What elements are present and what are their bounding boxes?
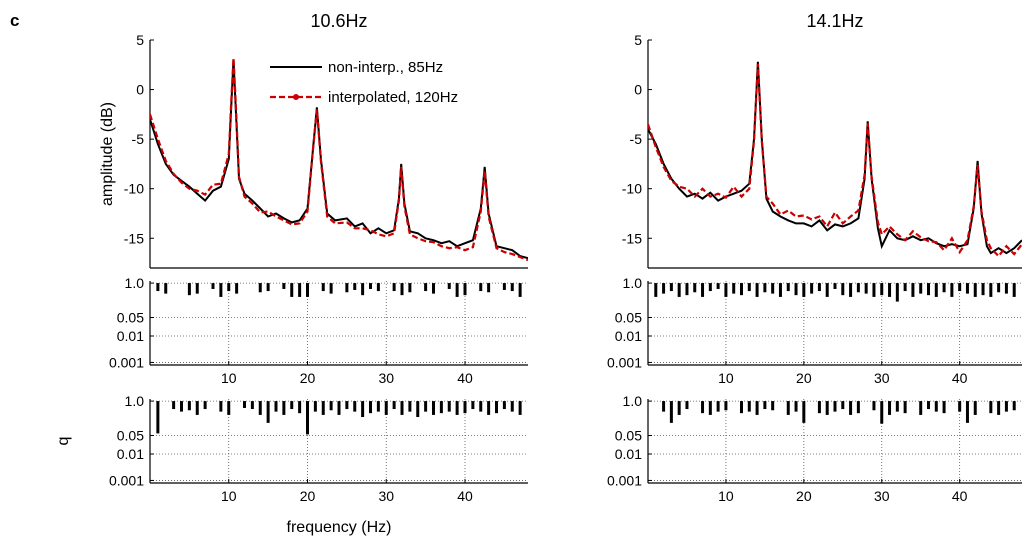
subplot-1: 5 0 -5 -10 -15 10.6Hz amplitude (dB) non-interp… <box>99 11 528 269</box>
y-tick-label: 0.05 <box>117 428 144 444</box>
y-tick-label: 1.0 <box>623 393 643 409</box>
y-tick-label: 1.0 <box>125 393 145 409</box>
x-tick-label: 40 <box>457 488 473 504</box>
y-tick-label: 0.05 <box>615 428 642 444</box>
x-tick-label: 30 <box>874 488 890 504</box>
y-axis-label: q <box>55 437 72 446</box>
x-tick-label: 20 <box>796 370 812 386</box>
y-tick-label: 0.01 <box>615 446 642 462</box>
chart-title: 10.6Hz <box>310 11 367 31</box>
y-tick-label: 0.01 <box>117 328 144 344</box>
x-tick-label: 40 <box>952 488 968 504</box>
y-tick-label: 0.001 <box>607 354 642 370</box>
x-tick-label: 10 <box>221 370 237 386</box>
y-tick-label: 0 <box>634 82 642 98</box>
y-tick-label: -10 <box>622 181 642 197</box>
y-tick-label: 0.05 <box>615 310 642 326</box>
legend-marker-interpolated <box>293 94 299 100</box>
x-tick-label: 30 <box>874 370 890 386</box>
x-tick-label: 40 <box>952 370 968 386</box>
y-tick-label: 0 <box>136 82 144 98</box>
subplot-2: 5 0 -5 -10 -15 14.1Hz <box>622 11 1022 269</box>
y-tick-label: -15 <box>124 230 144 246</box>
y-tick-label: 5 <box>136 32 144 48</box>
legend-label-interpolated: interpolated, 120Hz <box>328 89 458 106</box>
x-tick-label: 10 <box>718 370 734 386</box>
x-tick-label: 40 <box>457 370 473 386</box>
subplot-6: 1.0 0.05 0.01 0.001 10 20 30 40 <box>607 393 1022 504</box>
subplot-5: 1.0 0.05 0.01 0.001 10 20 30 40 q frequency (Hz) <box>55 393 528 536</box>
x-tick-label: 20 <box>300 488 316 504</box>
y-tick-label: 0.01 <box>615 328 642 344</box>
x-tick-label: 10 <box>221 488 237 504</box>
y-tick-label: 0.001 <box>109 354 144 370</box>
y-tick-label: 1.0 <box>125 275 145 291</box>
x-tick-label: 20 <box>300 370 316 386</box>
chart-root: 5 0 -5 -10 -15 10.6Hz amplitude (dB) non-interp… <box>55 11 1022 536</box>
y-tick-label: -10 <box>124 181 144 197</box>
y-tick-label: 0.01 <box>117 446 144 462</box>
panel-label: c <box>10 11 19 30</box>
y-tick-label: 0.001 <box>607 472 642 488</box>
y-tick-label: -5 <box>630 131 643 147</box>
y-tick-label: -5 <box>132 131 145 147</box>
y-tick-label: 1.0 <box>623 275 643 291</box>
chart-title: 14.1Hz <box>806 11 863 31</box>
series-line-non-interp <box>648 61 1022 255</box>
x-axis-label: frequency (Hz) <box>287 519 392 536</box>
y-tick-label: 0.05 <box>117 310 144 326</box>
x-tick-label: 10 <box>718 488 734 504</box>
y-axis-label: amplitude (dB) <box>99 102 116 206</box>
y-tick-label: 5 <box>634 32 642 48</box>
series-line-interpolated <box>150 57 528 262</box>
x-tick-label: 30 <box>378 488 394 504</box>
y-tick-label: -15 <box>622 230 642 246</box>
subplot-4: 1.0 0.05 0.01 0.001 10 20 30 40 <box>607 275 1022 386</box>
x-tick-label: 30 <box>378 370 394 386</box>
series-line-interpolated <box>648 63 1022 258</box>
y-tick-label: 0.001 <box>109 472 144 488</box>
series-line-non-interp <box>150 59 528 260</box>
subplot-3: 1.0 0.05 0.01 0.001 10 20 30 40 <box>109 275 528 386</box>
x-tick-label: 20 <box>796 488 812 504</box>
legend-label-non-interp: non-interp., 85Hz <box>328 59 443 76</box>
